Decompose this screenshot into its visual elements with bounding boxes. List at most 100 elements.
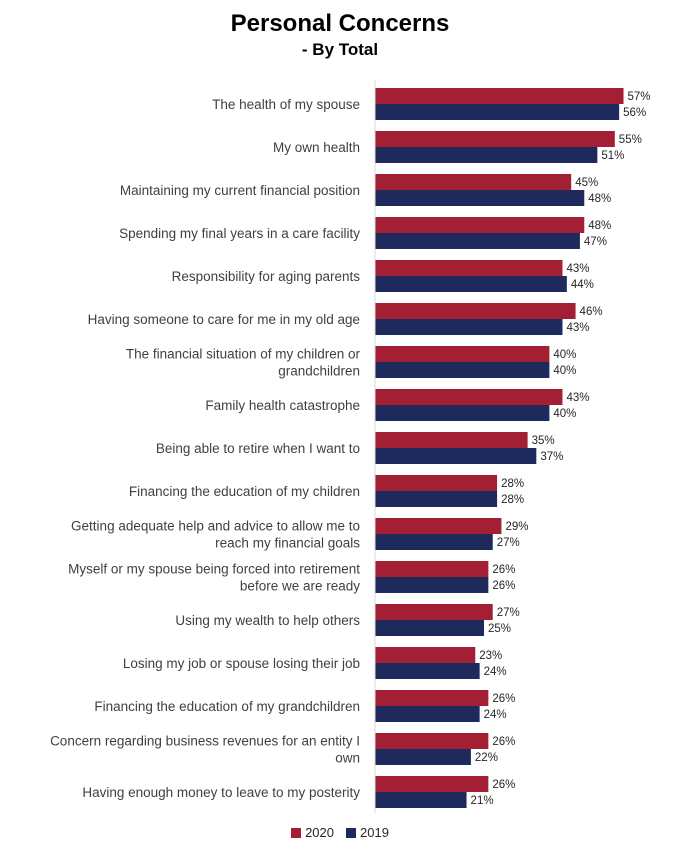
chart-title: Personal Concerns bbox=[230, 10, 450, 37]
data-label-2019: 40% bbox=[553, 408, 576, 420]
category-label-line: Family health catastrophe bbox=[205, 398, 360, 413]
bar-2020 bbox=[375, 217, 585, 233]
bar-2019 bbox=[375, 577, 489, 593]
bar-2019 bbox=[375, 104, 620, 120]
data-label-2020: 28% bbox=[501, 478, 524, 490]
bar-2019 bbox=[375, 534, 493, 550]
legend-swatch-2019 bbox=[346, 827, 356, 838]
bar-2020 bbox=[375, 346, 550, 362]
data-label-2019: 43% bbox=[566, 322, 589, 334]
data-label-2020: 57% bbox=[628, 91, 651, 103]
bar-2020 bbox=[375, 475, 498, 491]
bar-2020 bbox=[375, 260, 563, 276]
data-label-2020: 45% bbox=[575, 177, 598, 189]
bar-2020 bbox=[375, 432, 528, 448]
category-label: Responsibility for aging parents bbox=[172, 269, 361, 284]
bar-2020 bbox=[375, 88, 624, 104]
category-label-line: The financial situation of my children o… bbox=[126, 347, 361, 362]
category-label: Spending my final years in a care facili… bbox=[119, 226, 360, 241]
category-label-line: own bbox=[335, 751, 360, 766]
data-label-2020: 26% bbox=[492, 564, 515, 576]
data-label-2020: 35% bbox=[532, 435, 555, 447]
bar-2020 bbox=[375, 733, 489, 749]
data-label-2019: 25% bbox=[488, 623, 511, 635]
data-label-2019: 24% bbox=[484, 666, 507, 678]
data-label-2020: 48% bbox=[588, 220, 611, 232]
bar-2019 bbox=[375, 706, 480, 722]
bar-2019 bbox=[375, 448, 537, 464]
bar-2019 bbox=[375, 663, 480, 679]
data-label-2020: 26% bbox=[492, 693, 515, 705]
category-label: Having someone to care for me in my old … bbox=[88, 312, 360, 327]
bar-2020 bbox=[375, 389, 563, 405]
bar-2019 bbox=[375, 319, 563, 335]
bar-2019 bbox=[375, 276, 567, 292]
data-label-2019: 40% bbox=[553, 365, 576, 377]
category-label: Having enough money to leave to my poste… bbox=[82, 785, 360, 800]
data-label-2020: 26% bbox=[492, 736, 515, 748]
category-label: My own health bbox=[273, 140, 360, 155]
legend-label-2019: 2019 bbox=[360, 825, 389, 840]
category-label-line: before we are ready bbox=[240, 579, 360, 594]
data-label-2019: 44% bbox=[571, 279, 594, 291]
data-label-2019: 26% bbox=[492, 580, 515, 592]
data-label-2020: 46% bbox=[580, 306, 603, 318]
category-label-line: Using my wealth to help others bbox=[175, 613, 360, 628]
category-label-line: Responsibility for aging parents bbox=[172, 269, 361, 284]
category-label: Concern regarding business revenues for … bbox=[50, 734, 360, 766]
data-label-2019: 47% bbox=[584, 236, 607, 248]
bar-2020 bbox=[375, 604, 493, 620]
category-label-line: Financing the education of my grandchild… bbox=[94, 699, 360, 714]
bar-2020 bbox=[375, 647, 476, 663]
bar-2019 bbox=[375, 362, 550, 378]
category-label: The health of my spouse bbox=[212, 97, 360, 112]
bar-2019 bbox=[375, 620, 484, 636]
data-label-2020: 43% bbox=[566, 392, 589, 404]
bar-2020 bbox=[375, 131, 615, 147]
bar-2020 bbox=[375, 561, 489, 577]
data-label-2019: 48% bbox=[588, 193, 611, 205]
category-label-line: Maintaining my current financial positio… bbox=[120, 183, 360, 198]
legend-item-2019: 2019 bbox=[346, 825, 389, 840]
legend-item-2020: 2020 bbox=[291, 825, 334, 840]
bar-2019 bbox=[375, 792, 467, 808]
category-label: Getting adequate help and advice to allo… bbox=[71, 519, 360, 551]
category-label-line: Losing my job or spouse losing their job bbox=[123, 656, 360, 671]
data-label-2020: 27% bbox=[497, 607, 520, 619]
category-label-line: The health of my spouse bbox=[212, 97, 360, 112]
category-label: Myself or my spouse being forced into re… bbox=[68, 562, 360, 594]
bar-2020 bbox=[375, 776, 489, 792]
bar-2020 bbox=[375, 174, 572, 190]
category-label: Maintaining my current financial positio… bbox=[120, 183, 360, 198]
bar-2020 bbox=[375, 518, 502, 534]
data-label-2019: 22% bbox=[475, 752, 498, 764]
data-label-2019: 51% bbox=[601, 150, 624, 162]
bar-2019 bbox=[375, 190, 585, 206]
category-label: Family health catastrophe bbox=[205, 398, 360, 413]
bar-2019 bbox=[375, 405, 550, 421]
data-label-2020: 43% bbox=[566, 263, 589, 275]
chart-subtitle: - By Total bbox=[301, 40, 379, 59]
bar-2020 bbox=[375, 690, 489, 706]
category-label-line: Myself or my spouse being forced into re… bbox=[68, 562, 360, 577]
data-label-2019: 24% bbox=[484, 709, 507, 721]
category-label-line: Getting adequate help and advice to allo… bbox=[71, 519, 360, 534]
category-label-line: reach my financial goals bbox=[215, 536, 360, 551]
bar-2020 bbox=[375, 303, 576, 319]
category-label-line: Having enough money to leave to my poste… bbox=[82, 785, 360, 800]
data-label-2019: 21% bbox=[471, 795, 494, 807]
bar-2019 bbox=[375, 749, 471, 765]
data-label-2020: 40% bbox=[553, 349, 576, 361]
category-label-line: Being able to retire when I want to bbox=[156, 441, 360, 456]
data-label-2019: 37% bbox=[540, 451, 563, 463]
category-label-line: Spending my final years in a care facili… bbox=[119, 226, 360, 241]
data-label-2020: 29% bbox=[505, 521, 528, 533]
data-label-2019: 28% bbox=[501, 494, 524, 506]
category-label: The financial situation of my children o… bbox=[126, 347, 361, 379]
category-label: Being able to retire when I want to bbox=[156, 441, 360, 456]
category-label: Financing the education of my grandchild… bbox=[94, 699, 360, 714]
data-label-2020: 26% bbox=[492, 779, 515, 791]
bar-2019 bbox=[375, 147, 598, 163]
legend-label-2020: 2020 bbox=[305, 825, 334, 840]
